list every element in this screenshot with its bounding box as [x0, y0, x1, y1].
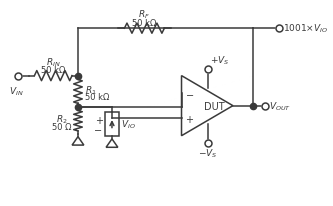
Text: $V_{IO}$: $V_{IO}$ — [122, 118, 136, 130]
Text: $R_F$: $R_F$ — [139, 9, 151, 21]
Text: $-$: $-$ — [185, 89, 194, 98]
Text: 50 kΩ: 50 kΩ — [85, 93, 109, 102]
Text: $+$: $+$ — [185, 113, 194, 124]
Text: $1001{\times}V_{IO}$: $1001{\times}V_{IO}$ — [283, 23, 328, 35]
Text: 50 kΩ: 50 kΩ — [132, 19, 157, 28]
Text: $+V_S$: $+V_S$ — [210, 54, 230, 67]
Text: $R_{IN}$: $R_{IN}$ — [46, 56, 61, 68]
Text: 50 Ω: 50 Ω — [52, 122, 72, 131]
Text: +: + — [95, 115, 103, 125]
Text: $-V_S$: $-V_S$ — [198, 147, 218, 159]
Text: $V_{IN}$: $V_{IN}$ — [9, 85, 23, 97]
Text: $R_2$: $R_2$ — [56, 113, 68, 126]
Text: DUT: DUT — [204, 101, 224, 111]
Text: 50 kΩ: 50 kΩ — [41, 66, 65, 75]
Text: $R_1$: $R_1$ — [85, 84, 97, 97]
Text: $V_{OUT}$: $V_{OUT}$ — [269, 100, 291, 112]
Text: $-$: $-$ — [94, 124, 103, 133]
Bar — [105, 112, 119, 136]
